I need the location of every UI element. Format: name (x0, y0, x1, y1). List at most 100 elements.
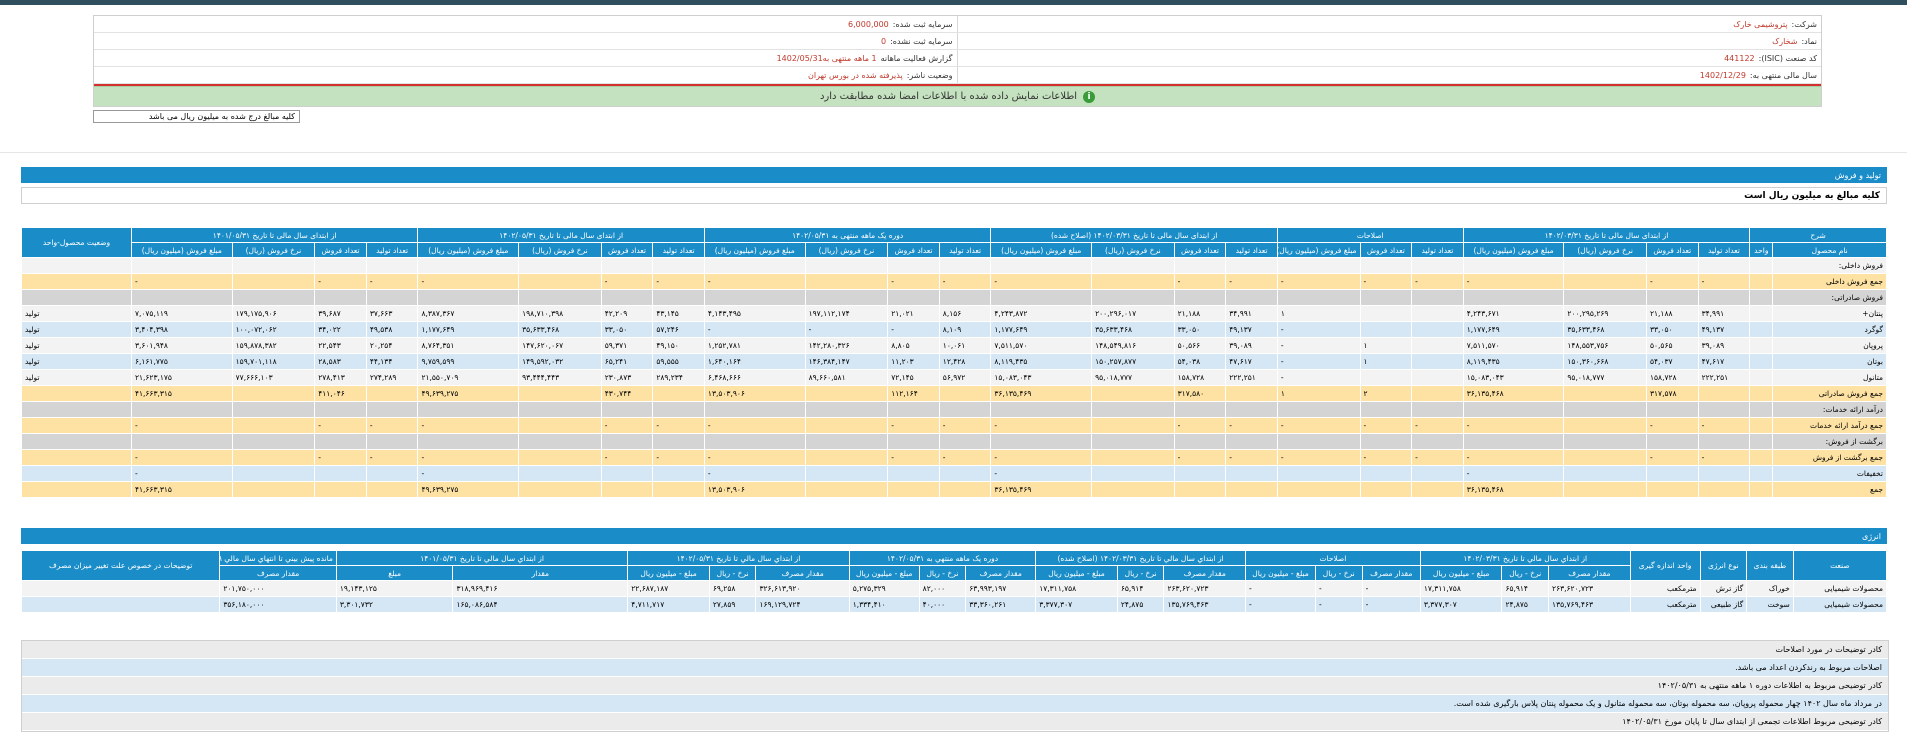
table-cell (938, 481, 992, 498)
table-cell: - (365, 417, 419, 434)
table-cell: - (1462, 417, 1565, 434)
table-cell: ۱۳,۵۰۳,۹۰۶ (703, 481, 806, 498)
company-label: شرکت: (1791, 19, 1817, 29)
table-cell (600, 465, 654, 482)
table-cell: ۴۹,۱۵۰ (652, 337, 705, 354)
table-cell: ۸,۱۵۶ (938, 305, 992, 322)
table-cell: - (1462, 465, 1565, 482)
table-cell: ۳۶,۱۳۵,۴۶۸ (1462, 481, 1565, 498)
table-cell (314, 433, 367, 450)
column-header: نام محصول (1772, 242, 1887, 258)
column-header: مقدار (452, 565, 629, 581)
table-row: درآمد ارائه خدمات: (21, 401, 1887, 418)
table-cell: - (314, 417, 367, 434)
table-cell: ۳۶,۱۳۵,۴۶۸ (1462, 385, 1565, 402)
table-cell: ۲۴,۸۷۵ (1116, 596, 1165, 613)
table-cell: ۳۵۶,۱۸۰,۰۰۰ (219, 596, 337, 613)
table-cell: ۹۵,۰۱۸,۷۷۷ (1091, 369, 1175, 386)
table-cell: ۴۰,۰۰۰ (918, 596, 967, 613)
table-cell (1225, 257, 1278, 274)
table-cell: - (1697, 449, 1751, 466)
table-cell (1749, 401, 1774, 418)
table-cell: ۱۰۰,۰۷۲,۰۶۲ (231, 321, 316, 338)
table-cell (417, 433, 520, 450)
table-cell (21, 273, 132, 290)
table-cell: ۱۵۰,۳۶۰,۶۶۸ (1563, 353, 1647, 370)
table-cell: ۷,۵۱۱,۵۷۰ (1462, 337, 1565, 354)
table-cell: - (600, 273, 654, 290)
column-group-header: از ابتدای سال مالی تا تاریخ ۱۴۰۲/۰۳/۳۱ (… (990, 227, 1278, 243)
column-header: واحد (1749, 242, 1774, 258)
note-row: در مرداد ماه سال ۱۴۰۲ چهار محموله پروپان… (22, 695, 1888, 713)
table-cell: ۳۱۷,۵۸۰ (1173, 385, 1227, 402)
table-cell: ۸,۷۶۴,۳۵۱ (417, 337, 520, 354)
table-cell (1411, 337, 1464, 354)
table-cell: - (1245, 596, 1316, 613)
table-cell: ۳,۶۰۱,۹۴۸ (130, 337, 233, 354)
table-cell: ۳۱۷,۵۷۸ (1645, 385, 1699, 402)
table-cell (1749, 305, 1774, 322)
table-cell: ۳۷,۶۶۳ (365, 305, 419, 322)
column-header: تعداد تولید (1225, 242, 1278, 258)
unreg-capital-label: سرمایه ثبت نشده: (890, 36, 953, 46)
table-cell (938, 465, 992, 482)
table-cell (804, 401, 889, 418)
table-cell (887, 257, 940, 274)
table-cell: - (1245, 580, 1316, 597)
reg-capital-value: 6,000,000 (848, 19, 889, 29)
table-cell (518, 273, 602, 290)
table-cell: ۹۳,۴۴۴,۴۴۳ (518, 369, 602, 386)
table-cell: ۴۱,۶۶۳,۳۱۵ (130, 481, 233, 498)
table-cell: - (1462, 273, 1565, 290)
table-cell: - (887, 449, 940, 466)
symbol-value[interactable]: شخارک (1772, 36, 1798, 46)
table-cell (804, 433, 889, 450)
table-cell: ۱۳,۵۰۳,۹۰۶ (703, 385, 806, 402)
company-value[interactable]: پتروشیمی خارک (1733, 19, 1788, 29)
table-cell (1645, 401, 1699, 418)
table-cell: - (804, 321, 889, 338)
table-cell: ۴,۲۴۳,۶۷۱ (1462, 305, 1565, 322)
row-label: متانول (1772, 369, 1887, 386)
table-cell (887, 465, 940, 482)
table-cell (130, 257, 233, 274)
table-cell: ۵۷,۲۴۶ (652, 321, 705, 338)
column-header: مبلغ - ميليون ريال (627, 565, 710, 581)
table-cell: ۱۴۸,۵۵۳,۷۵۶ (1563, 337, 1647, 354)
table-cell (887, 289, 940, 306)
table-row: پنتان+ ۳۴,۹۹۱ ۲۱,۱۸۸ ۲۰۰,۲۹۵,۲۶۹ ۴,۲۴۳,۶۷۱ ۱ ۳… (21, 305, 1887, 322)
table-row: جمع برگشت از فروش - - - - - - - - - - - - - - - - - - (21, 449, 1887, 466)
table-cell (231, 481, 316, 498)
table-cell (938, 257, 992, 274)
table-cell: - (1645, 273, 1699, 290)
table-cell (1749, 385, 1774, 402)
table-cell (1091, 289, 1175, 306)
table-cell (417, 257, 520, 274)
unit-note: کلیه مبالغ درج شده به میلیون ریال می باش… (93, 110, 300, 123)
column-header: نرخ - ريال (1116, 565, 1165, 581)
note-row: کادر توضیحی مربوط به اطلاعات دوره ۱ ماهه… (22, 677, 1888, 695)
column-header: تعداد تولید (1411, 242, 1464, 258)
table-cell: - (1697, 417, 1751, 434)
table-cell (804, 481, 889, 498)
table-cell: ۱۹۸,۷۱۰,۳۹۸ (518, 305, 602, 322)
table-cell: - (652, 449, 705, 466)
table-cell: - (938, 449, 992, 466)
table-cell (1091, 273, 1175, 290)
table-cell: ۸,۱۱۹,۴۳۵ (990, 353, 1093, 370)
table-cell (1645, 289, 1699, 306)
table-cell: ۶۵,۹۱۴ (1116, 580, 1165, 597)
table-cell (1411, 385, 1464, 402)
table-cell: - (1462, 449, 1565, 466)
table-cell (130, 401, 233, 418)
table-cell: ۳۱۸,۹۶۹,۴۱۶ (452, 580, 629, 597)
table-cell: ۳,۴۰۴,۳۹۸ (130, 321, 233, 338)
table-cell (518, 433, 602, 450)
row-label: برگشت از فروش: (1772, 433, 1887, 450)
table-cell (990, 401, 1093, 418)
table-cell: - (703, 273, 806, 290)
table-cell (130, 289, 233, 306)
table-cell: ۱ (1359, 353, 1413, 370)
table-cell: ۴۷,۶۱۷ (1697, 353, 1751, 370)
table-cell (1359, 433, 1413, 450)
